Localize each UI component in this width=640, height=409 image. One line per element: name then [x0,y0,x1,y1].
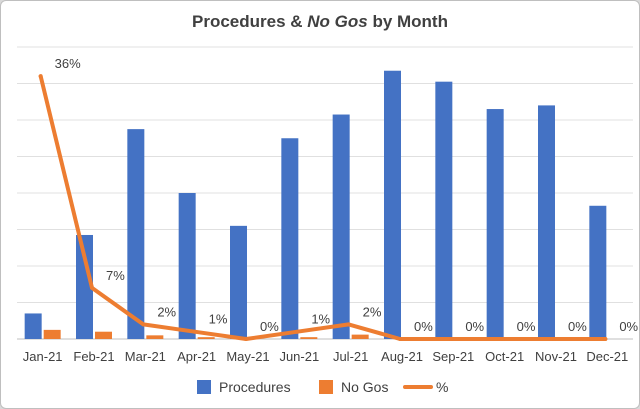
x-tick-label: Feb-21 [73,349,114,364]
chart-title: Procedures & No Gos by Month [192,12,448,31]
data-label-pct: 0% [465,319,484,334]
bar-procedures [178,193,196,339]
data-label-pct: 2% [363,304,382,319]
bar-procedures [24,313,42,339]
x-tick-label: Apr-21 [177,349,216,364]
bar-procedures [127,129,145,339]
x-tick-label: Aug-21 [381,349,423,364]
bar-procedures [230,225,247,339]
bar-no-gos [197,337,215,339]
x-tick-label: Dec-21 [586,349,628,364]
data-label-pct: 7% [106,268,125,283]
bar-procedures [435,81,453,340]
bar-no-gos [146,335,164,339]
bar-procedures [486,109,504,339]
data-label-pct: 0% [619,319,638,334]
point-pct [500,337,505,341]
x-tick-label: Jul-21 [333,349,368,364]
data-label-pct: 1% [311,312,330,327]
bar-procedures [281,138,299,339]
title-part-3: by Month [368,12,448,31]
point-pct [295,329,300,334]
bar-procedures [76,234,93,339]
point-pct [398,337,402,341]
line-pct [38,74,608,341]
x-tick-label: Jun-21 [279,349,319,364]
bar-no-gos [351,334,369,339]
bar-no-gos [43,329,61,339]
x-tick-label: May-21 [226,349,269,364]
title-part-1: Procedures & [192,12,307,31]
legend-label-no-gos: No Gos [341,379,388,395]
point-pct [449,337,454,341]
point-pct [552,337,556,341]
data-label-pct: 0% [414,319,433,334]
data-label-pct: 2% [157,304,176,319]
point-pct [38,74,43,79]
point-pct [192,329,197,334]
point-pct [346,322,351,327]
legend-label-procedures: Procedures [219,379,291,395]
bar-procedures [538,105,555,340]
x-tick-label: Jan-21 [23,349,63,364]
data-label-pct: 0% [260,319,279,334]
title-part-2: No Gos [307,12,367,31]
legend: Procedures No Gos % [197,379,448,395]
x-tick-label: Oct-21 [485,349,524,364]
bar-no-gos [300,337,318,339]
x-tick-label: Nov-21 [535,349,577,364]
legend-swatch-procedures [197,380,211,394]
bar-procedures [589,205,607,339]
point-pct [90,285,94,290]
x-tick-label: Sep-21 [432,349,474,364]
point-pct [141,322,146,327]
legend-label-pct: % [436,379,448,395]
bar-procedures [332,114,350,340]
data-label-pct: 1% [209,312,228,327]
bar-procedures [384,70,401,339]
x-tick-label: Mar-21 [125,349,166,364]
data-label-pct: 0% [568,319,587,334]
data-label-pct: 36% [55,56,81,71]
legend-swatch-no-gos [319,380,333,394]
point-pct [603,337,608,341]
bar-no-gos [95,331,112,339]
point-pct [244,337,248,341]
data-label-pct: 0% [517,319,536,334]
